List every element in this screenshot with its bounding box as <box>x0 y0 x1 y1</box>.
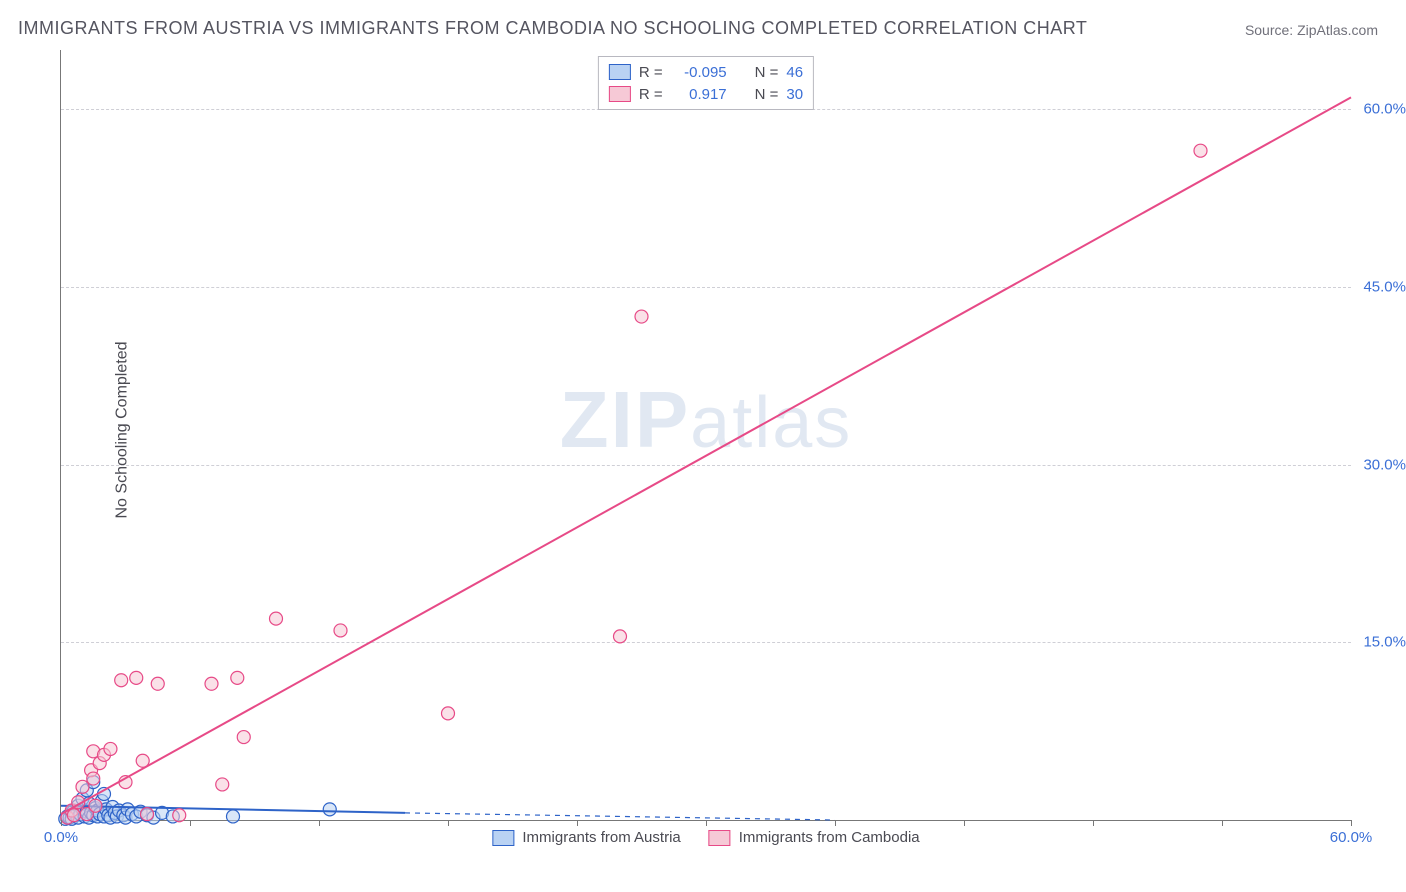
data-point <box>1194 144 1207 157</box>
chart-title: IMMIGRANTS FROM AUSTRIA VS IMMIGRANTS FR… <box>18 18 1087 39</box>
legend-row: R = 0.917 N = 30 <box>609 83 803 105</box>
data-point <box>227 810 240 823</box>
y-tick-label: 45.0% <box>1363 278 1406 295</box>
legend-swatch <box>492 830 514 846</box>
scatter-plot <box>61 50 1351 820</box>
data-point <box>141 808 154 821</box>
data-point <box>173 809 186 822</box>
legend-r-value: -0.095 <box>671 64 727 81</box>
x-tick-mark <box>61 820 62 826</box>
y-tick-label: 15.0% <box>1363 634 1406 651</box>
data-point <box>205 677 218 690</box>
legend-r-value: 0.917 <box>671 86 727 103</box>
x-tick-mark <box>190 820 191 826</box>
data-point <box>76 780 89 793</box>
x-tick-mark <box>1351 820 1352 826</box>
x-tick-mark <box>1222 820 1223 826</box>
series-name: Immigrants from Austria <box>522 829 680 846</box>
data-point <box>151 677 164 690</box>
data-point <box>104 742 117 755</box>
legend-r-label: R = <box>639 64 663 81</box>
data-point <box>237 731 250 744</box>
legend-n-label: N = <box>755 86 779 103</box>
data-point <box>115 674 128 687</box>
legend-swatch <box>609 64 631 80</box>
data-point <box>67 809 80 822</box>
data-point <box>130 671 143 684</box>
series-name: Immigrants from Cambodia <box>739 829 920 846</box>
data-point <box>635 310 648 323</box>
legend-top: R = -0.095 N = 46 R = 0.917 N = 30 <box>598 56 814 110</box>
data-point <box>334 624 347 637</box>
legend-row: R = -0.095 N = 46 <box>609 61 803 83</box>
x-tick-mark <box>706 820 707 826</box>
x-tick-mark <box>1093 820 1094 826</box>
data-point <box>270 612 283 625</box>
data-point <box>442 707 455 720</box>
x-tick-label: 0.0% <box>44 829 78 846</box>
x-tick-mark <box>448 820 449 826</box>
x-tick-mark <box>577 820 578 826</box>
legend-swatch <box>709 830 731 846</box>
x-tick-label: 60.0% <box>1330 829 1373 846</box>
legend-bottom: Immigrants from Austria Immigrants from C… <box>492 829 919 846</box>
x-tick-mark <box>964 820 965 826</box>
data-point <box>89 799 102 812</box>
legend-n-value: 46 <box>786 64 803 81</box>
data-point <box>614 630 627 643</box>
bottom-legend-item: Immigrants from Cambodia <box>709 829 920 846</box>
x-tick-mark <box>835 820 836 826</box>
y-tick-label: 60.0% <box>1363 101 1406 118</box>
data-point <box>216 778 229 791</box>
x-tick-mark <box>319 820 320 826</box>
chart-area: ZIPatlas R =-0.095N = 46R =0.917N = 30 I… <box>60 50 1351 821</box>
data-point <box>87 772 100 785</box>
data-point <box>323 803 336 816</box>
trend-line <box>61 97 1351 814</box>
legend-n-value: 30 <box>786 86 803 103</box>
source-label: Source: ZipAtlas.com <box>1245 22 1378 38</box>
legend-n-label: N = <box>755 64 779 81</box>
legend-r-label: R = <box>639 86 663 103</box>
data-point <box>231 671 244 684</box>
trend-line-dashed <box>405 813 835 820</box>
y-tick-label: 30.0% <box>1363 456 1406 473</box>
legend-swatch <box>609 86 631 102</box>
bottom-legend-item: Immigrants from Austria <box>492 829 680 846</box>
